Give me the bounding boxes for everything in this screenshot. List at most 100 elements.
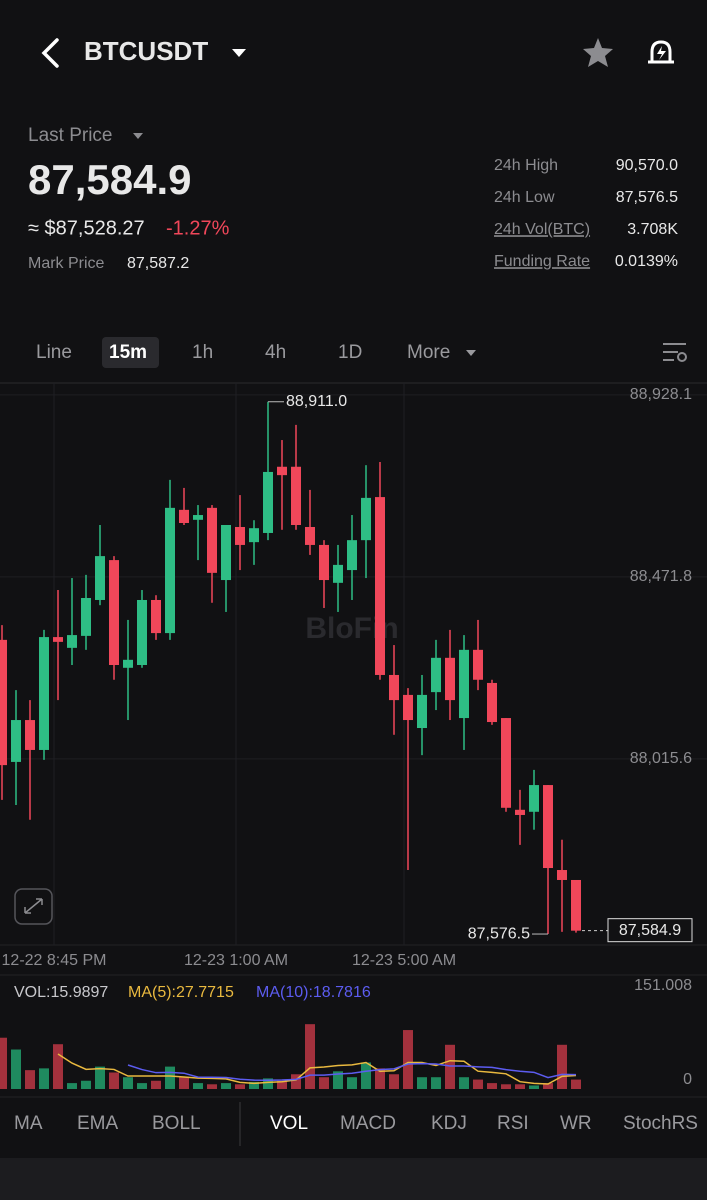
- candle-body: [109, 560, 119, 665]
- favorite-star[interactable]: [583, 38, 613, 67]
- stat-value: 3.708K: [627, 221, 678, 238]
- candle-body: [123, 659, 133, 668]
- current-price-label: 87,584.9: [619, 922, 681, 939]
- expand-button[interactable]: [14, 888, 53, 925]
- candle-body: [529, 785, 539, 812]
- volume-bar: [501, 1084, 511, 1089]
- candle-body: [501, 718, 511, 808]
- volume-bar: [25, 1070, 35, 1089]
- volume-bar: [403, 1030, 413, 1089]
- candle-body: [67, 635, 77, 648]
- volume-bar: [39, 1068, 49, 1089]
- volume-bar: [375, 1068, 385, 1089]
- y-tick-label: 88,471.8: [630, 568, 692, 585]
- chart-settings[interactable]: [663, 343, 687, 362]
- candle-body: [487, 682, 497, 723]
- interval-tab[interactable]: Line: [36, 342, 72, 363]
- indicator-tab[interactable]: EMA: [77, 1113, 119, 1134]
- candle-body: [417, 694, 427, 729]
- volume-bar: [487, 1083, 497, 1089]
- active-interval-bg: [102, 337, 159, 368]
- candle-body: [347, 540, 357, 571]
- candle-body: [389, 674, 399, 701]
- legend-entry: MA(10):18.7816: [256, 984, 371, 1001]
- indicator-tab[interactable]: StochRS: [623, 1113, 698, 1134]
- volume-bar: [81, 1080, 91, 1089]
- volume-bar: [389, 1074, 399, 1089]
- candle-body: [459, 649, 469, 719]
- last-price-label[interactable]: Last Price: [28, 125, 112, 146]
- x-tick-label: 12-22 8:45 PM: [2, 952, 107, 969]
- volume-bar: [277, 1080, 287, 1089]
- candle-body: [319, 544, 329, 581]
- back-button[interactable]: [41, 38, 59, 68]
- stat-label: 24h High: [494, 157, 558, 174]
- expand-icon: [24, 898, 43, 914]
- indicator-tab[interactable]: BOLL: [152, 1113, 201, 1134]
- volume-bar: [417, 1077, 427, 1089]
- last-price-dropdown[interactable]: [133, 133, 143, 139]
- candle-body: [557, 870, 567, 880]
- mark-price: 87,587.2: [127, 255, 189, 272]
- symbol[interactable]: BTCUSDT: [84, 36, 208, 66]
- volume-bar: [361, 1062, 371, 1089]
- y-tick-label: 0: [683, 1071, 692, 1088]
- candle-body: [53, 637, 63, 642]
- volume-bar: [473, 1079, 483, 1089]
- last-price: 87,584.9: [28, 156, 192, 203]
- candle-body: [445, 657, 455, 701]
- indicator-tab[interactable]: VOL: [270, 1113, 308, 1134]
- volume-bar: [263, 1078, 273, 1089]
- y-tick-label: 88,015.6: [630, 750, 692, 767]
- stat-value: 90,570.0: [616, 157, 678, 174]
- candle-body: [515, 809, 525, 815]
- volume-bar: [0, 1037, 7, 1089]
- interval-tab[interactable]: 1h: [192, 342, 213, 363]
- volume-bar: [221, 1083, 231, 1089]
- interval-tab[interactable]: 4h: [265, 342, 286, 363]
- interval-tab[interactable]: 15m: [109, 342, 147, 363]
- candle-body: [221, 525, 231, 581]
- price-change: -1.27%: [166, 217, 230, 239]
- volume-bar: [137, 1083, 147, 1089]
- volume-bar: [445, 1044, 455, 1089]
- volume-bar: [165, 1066, 175, 1089]
- volume-bar: [529, 1085, 539, 1089]
- candle-body: [543, 785, 553, 869]
- candle-body: [473, 649, 483, 680]
- candle-body: [0, 639, 7, 766]
- volume-bar: [347, 1077, 357, 1089]
- interval-tab[interactable]: More: [407, 342, 450, 363]
- candle-body: [39, 637, 49, 750]
- stat-label: 24h Vol(BTC): [494, 221, 590, 238]
- volume-bar: [319, 1077, 329, 1089]
- alert-bell[interactable]: [648, 40, 674, 64]
- annotation-label: 87,576.5: [468, 925, 530, 942]
- candle-body: [263, 471, 273, 533]
- volume-bar: [193, 1083, 203, 1089]
- x-tick-label: 12-23 1:00 AM: [184, 952, 288, 969]
- indicator-tab[interactable]: WR: [560, 1113, 592, 1134]
- indicator-tab[interactable]: RSI: [497, 1113, 529, 1134]
- indicator-tab[interactable]: MA: [14, 1113, 43, 1134]
- volume-bar: [431, 1077, 441, 1089]
- more-dropdown[interactable]: [466, 350, 476, 356]
- volume-bar: [557, 1044, 567, 1089]
- indicator-tab[interactable]: KDJ: [431, 1113, 467, 1134]
- candle-body: [81, 597, 91, 636]
- volume-bar: [123, 1077, 133, 1089]
- interval-tab[interactable]: 1D: [338, 342, 362, 363]
- indicator-tab[interactable]: MACD: [340, 1113, 396, 1134]
- volume-bar: [53, 1044, 63, 1089]
- candle-body: [95, 556, 105, 600]
- volume-bar: [571, 1079, 581, 1089]
- symbol-dropdown[interactable]: [232, 49, 246, 57]
- candle-body: [361, 497, 371, 541]
- annotation-label: 88,911.0: [286, 393, 347, 410]
- candle-body: [235, 526, 245, 545]
- volume-bar: [249, 1081, 259, 1089]
- candle-body: [179, 509, 189, 524]
- stat-label: Funding Rate: [494, 253, 590, 270]
- ma-line: [127, 1062, 577, 1082]
